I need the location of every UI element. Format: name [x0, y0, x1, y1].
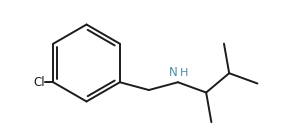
Text: H: H [180, 68, 188, 78]
Text: N: N [168, 66, 177, 79]
Text: Cl: Cl [34, 76, 45, 89]
